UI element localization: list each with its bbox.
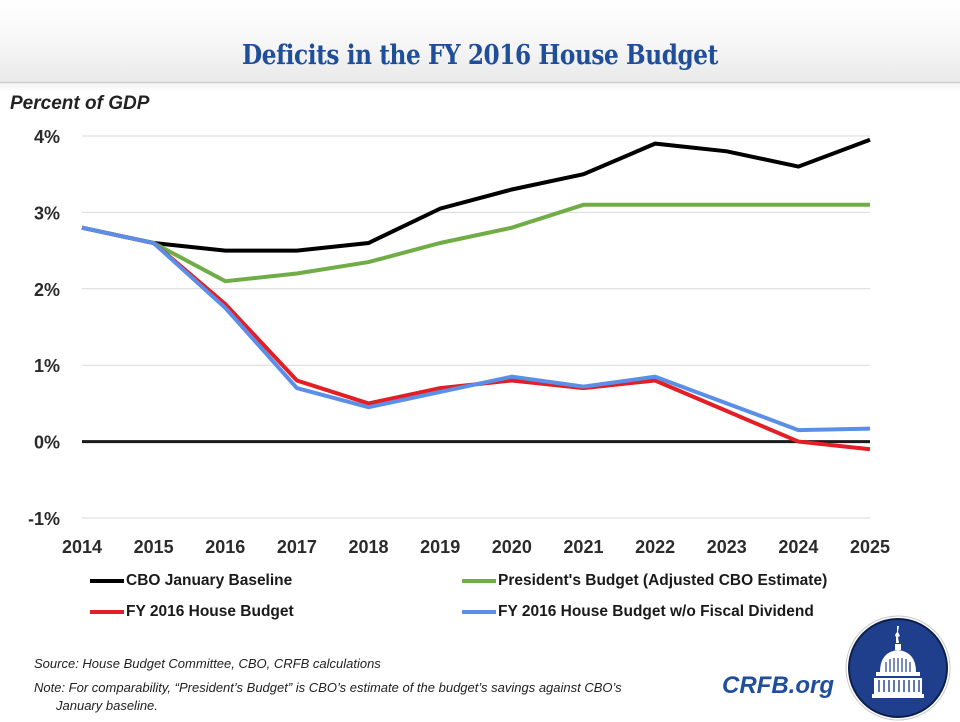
y-tick-label: 3% [34,203,60,223]
x-tick-label: 2016 [205,537,245,557]
series-house-budget-no-dividend [81,225,871,433]
header-shadow [0,82,960,92]
header-band [0,0,960,83]
legend-label: FY 2016 House Budget [126,603,294,620]
series-cbo-baseline [81,137,871,253]
y-tick-label: 1% [34,356,60,376]
legend-item-presidents-budget: President's Budget (Adjusted CBO Estimat… [462,572,827,590]
legend-swatch [90,610,124,614]
legend-label: CBO January Baseline [126,572,293,589]
y-tick-label: 2% [34,280,60,300]
chart-title: Deficits in the FY 2016 House Budget [242,40,718,71]
legend-swatch [462,610,496,614]
series-presidents-budget [81,202,870,284]
series-lines [81,137,871,452]
line-chart: -1%0%1%2%3%4% 2014 2015 2016 2017 2018 2019 20… [28,127,890,557]
x-tick-label: 2024 [778,537,818,557]
crfb-brand-link[interactable]: CRFB.org [722,672,834,699]
legend-item-cbo-baseline: CBO January Baseline [90,572,292,590]
gridlines [82,135,870,519]
legend-swatch [462,579,496,583]
x-tick-label: 2018 [349,537,389,557]
x-tick-label: 2017 [277,537,317,557]
series-house-budget [81,225,871,452]
x-tick-label: 2025 [850,537,890,557]
y-tick-label: 4% [34,127,60,147]
legend-swatch [90,579,124,583]
legend-item-house-budget: FY 2016 House Budget [90,603,294,621]
legend-label: President's Budget (Adjusted CBO Estimat… [498,572,828,589]
legend-label: FY 2016 House Budget w/o Fiscal Dividend [498,603,814,620]
x-tick-label: 2022 [635,537,675,557]
y-axis-title: Percent of GDP [10,93,150,114]
comparability-note: Note: For comparability, “President’s Bu… [34,680,622,695]
y-tick-label: 0% [34,433,60,453]
x-tick-label: 2023 [707,537,747,557]
x-tick-label: 2014 [62,537,102,557]
comparability-note-continued: January baseline. [56,698,158,713]
x-tick-label: 2019 [420,537,460,557]
y-axis-ticks: -1% 0% 1% 2% 3% 4% [28,127,60,529]
x-tick-label: 2020 [492,537,532,557]
x-tick-label: 2021 [563,537,603,557]
crfb-capitol-logo-icon [845,615,951,721]
y-tick-label: -1% [28,509,60,529]
x-tick-label: 2015 [134,537,174,557]
legend-item-house-budget-no-dividend: FY 2016 House Budget w/o Fiscal Dividend [462,603,814,621]
source-note: Source: House Budget Committee, CBO, CRF… [34,656,381,671]
x-axis-ticks: 2014 2015 2016 2017 2018 2019 2020 2021 2022 2023… [62,537,890,557]
